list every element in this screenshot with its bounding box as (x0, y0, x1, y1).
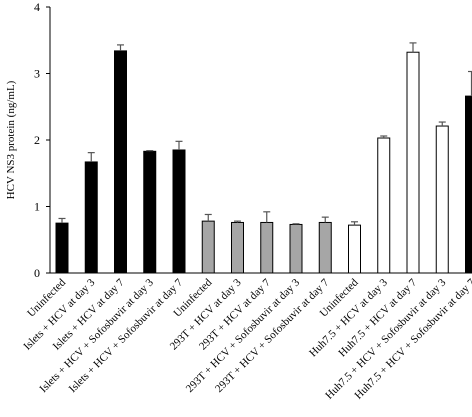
y-tick-label: 1 (34, 200, 40, 214)
y-tick-label: 0 (34, 266, 40, 280)
y-tick-label: 2 (34, 133, 40, 147)
bar (348, 224, 361, 274)
bar (377, 137, 391, 274)
bar (201, 220, 215, 274)
y-axis-ticks: 0 1 2 3 4 (34, 0, 50, 280)
y-tick-label: 3 (34, 67, 40, 81)
bar (55, 222, 69, 274)
y-tick-label: 4 (34, 0, 40, 14)
bar (260, 221, 274, 274)
error-bars (58, 42, 472, 226)
bar (435, 125, 449, 274)
bar (406, 51, 420, 274)
bar (231, 221, 244, 274)
bar (143, 150, 157, 274)
bar (318, 221, 332, 274)
bar (84, 161, 98, 274)
bars (55, 50, 472, 274)
bar (114, 50, 127, 274)
y-axis-label: HCV NS3 protein (ng/mL) (5, 80, 17, 199)
bar (465, 95, 472, 274)
bar (289, 223, 303, 274)
bar (172, 149, 186, 274)
